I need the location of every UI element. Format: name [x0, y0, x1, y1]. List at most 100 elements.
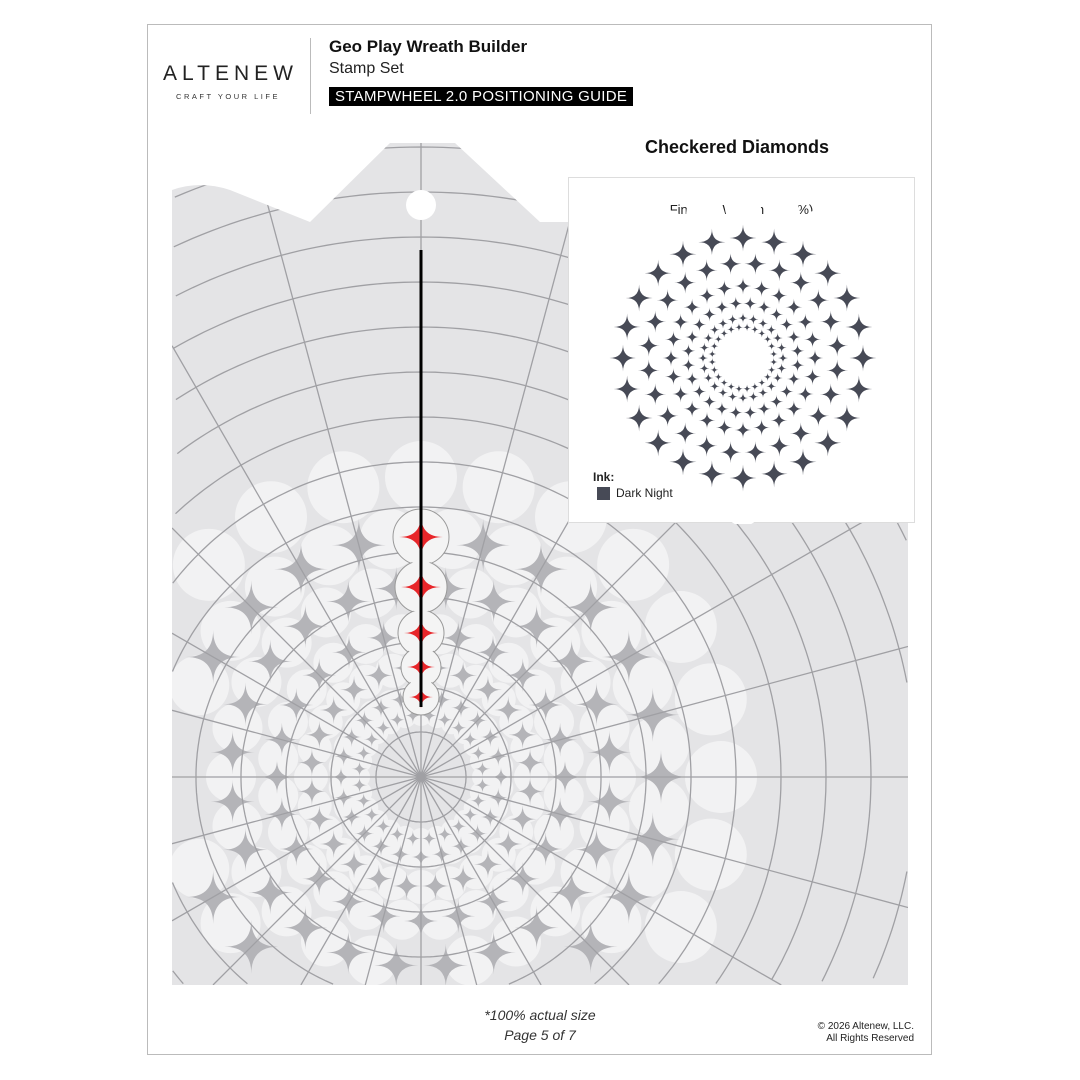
wreath-circle — [172, 655, 230, 716]
diamond-star — [421, 830, 438, 847]
grid-spoke — [420, 495, 908, 778]
wreath-circle — [854, 415, 891, 451]
diamond-star — [449, 864, 478, 893]
wreath-circle — [635, 345, 661, 371]
diamond-star — [790, 343, 805, 358]
diamond-star — [789, 240, 817, 268]
diamond-star — [727, 325, 736, 334]
wreath-circle — [734, 404, 752, 422]
diamond-star — [474, 760, 491, 777]
diamond-star — [779, 384, 794, 399]
diamond-star — [319, 696, 348, 725]
wreath-circle — [731, 391, 745, 405]
diamond-star — [421, 707, 438, 724]
wreath-circle — [682, 232, 713, 263]
wreath-circle — [686, 195, 723, 232]
diamond-star — [709, 324, 720, 335]
diamond-star — [375, 818, 392, 835]
grid-spoke — [172, 527, 422, 778]
rights-line: All Rights Reserved — [826, 1033, 914, 1044]
wreath-circle — [650, 469, 686, 506]
diamond-star — [363, 806, 380, 823]
diamond-star — [681, 358, 696, 373]
diamond-star — [734, 384, 743, 393]
diamond-star — [514, 604, 559, 649]
diamond-star — [748, 314, 759, 325]
diamond-star — [767, 365, 776, 374]
diamond-star — [738, 313, 748, 323]
diamond-star — [297, 748, 326, 777]
wreath-circle — [831, 446, 868, 483]
ink-swatch — [597, 486, 610, 500]
wreath-circle — [869, 301, 906, 338]
diamond-star — [789, 422, 812, 445]
wreath-circle — [776, 346, 790, 360]
diamond-star — [826, 359, 849, 382]
wreath-circle — [800, 469, 836, 506]
diamond-star — [714, 372, 723, 381]
diamond-star — [674, 422, 697, 445]
diamond-star — [319, 829, 348, 858]
wreath-circle — [580, 378, 617, 415]
wreath-circle — [723, 419, 744, 440]
product-title: Geo Play Wreath Builder — [329, 37, 528, 56]
diamond-star — [374, 943, 419, 985]
wreath-circle — [846, 327, 877, 358]
diamond-star — [833, 284, 861, 312]
wreath-circle — [487, 753, 514, 780]
wreath-circle — [681, 335, 699, 353]
diamond-star — [833, 404, 861, 432]
wreath-circle — [789, 349, 807, 367]
diamond-star — [698, 411, 716, 429]
diamond-star — [685, 372, 700, 387]
diamond-star — [763, 335, 772, 344]
diamond-star — [471, 930, 516, 975]
diamond-star — [702, 394, 717, 409]
diamond-star — [392, 872, 421, 901]
diamond-star — [789, 448, 817, 476]
wreath-circle — [661, 338, 682, 359]
diamond-star — [750, 382, 759, 391]
diamond-star — [698, 460, 726, 488]
diamond-star — [363, 731, 380, 748]
wreath-circle — [382, 899, 423, 940]
diamond-star — [734, 277, 752, 295]
wreath-circle — [755, 437, 781, 463]
diamond-star — [719, 441, 742, 464]
diamond-star — [625, 284, 653, 312]
diamond-star — [714, 300, 729, 315]
wreath-circle — [743, 224, 774, 255]
diamond-star — [698, 287, 716, 305]
diamond-star — [210, 730, 255, 775]
diamond-star — [769, 358, 778, 367]
wreath-circle — [650, 210, 686, 247]
diamond-star — [389, 711, 406, 728]
diamond-star — [574, 827, 619, 872]
guide-badge: STAMPWHEEL 2.0 POSITIONING GUIDE — [329, 87, 634, 106]
diamond-star — [714, 335, 723, 344]
wreath-circle — [482, 525, 543, 586]
grid-spoke — [420, 776, 908, 909]
diamond-star — [748, 391, 759, 402]
wreath-circle — [628, 715, 689, 776]
grid-ring — [172, 461, 737, 985]
diamond-star — [770, 411, 788, 429]
diamond-star — [340, 675, 369, 704]
diamond-star — [389, 826, 406, 843]
diamond-star — [692, 384, 707, 399]
diamond-star — [351, 777, 368, 794]
diamond-star — [708, 349, 717, 358]
diamond-star — [769, 307, 784, 322]
diamond-star — [804, 330, 822, 348]
grid-spoke — [212, 776, 422, 985]
wreath-circle — [776, 356, 790, 370]
diamond-star — [375, 719, 392, 736]
diamond-star — [698, 353, 708, 363]
diamond-star — [355, 745, 372, 762]
wreath-circle — [397, 843, 424, 870]
wreath-circle — [661, 357, 682, 378]
diamond-star — [776, 363, 787, 374]
wreath-circle — [712, 224, 743, 255]
diamond-star — [719, 252, 742, 275]
ink-item: Dark Night — [597, 486, 673, 500]
